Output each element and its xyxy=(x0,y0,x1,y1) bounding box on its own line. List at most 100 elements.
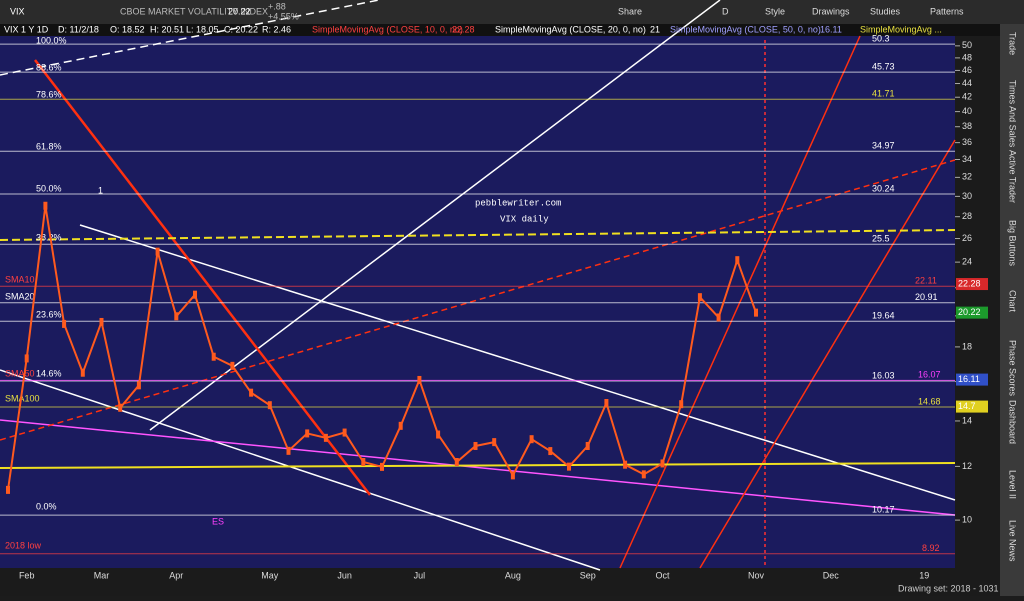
y-tick-label: 36 xyxy=(962,137,972,147)
price-tag xyxy=(956,306,988,319)
annotation: SMA50 xyxy=(5,368,35,378)
y-tick-label: 48 xyxy=(962,52,972,62)
header-item: D: 11/2/18 xyxy=(58,24,99,34)
candle xyxy=(361,457,366,466)
candle xyxy=(604,398,609,407)
side-tab[interactable]: Trade xyxy=(1008,32,1018,55)
candle xyxy=(43,201,48,210)
change-pct: +4.55% xyxy=(268,11,299,21)
x-tick-label: Apr xyxy=(169,570,183,580)
annotation: VIX daily xyxy=(500,214,549,224)
side-tab[interactable]: Live News xyxy=(1008,520,1018,562)
candle xyxy=(529,435,534,444)
side-tab[interactable]: Phase Scores xyxy=(1008,340,1018,397)
symbol[interactable]: VIX xyxy=(10,6,25,16)
level-label: 14.68 xyxy=(918,396,941,406)
toolbar-button[interactable]: Drawings xyxy=(812,6,850,16)
level-label: 30.24 xyxy=(872,183,895,193)
side-tab[interactable]: Level II xyxy=(1008,470,1018,499)
candle xyxy=(267,401,272,410)
toolbar-button[interactable]: Style xyxy=(765,6,785,16)
header-item: 21 xyxy=(650,24,660,34)
level-label: 20.91 xyxy=(915,292,938,302)
candle xyxy=(585,441,590,450)
candle xyxy=(641,470,646,479)
annotation: SMA20 xyxy=(5,291,35,301)
candle xyxy=(249,388,254,397)
side-tab[interactable]: Dashboard xyxy=(1008,400,1018,444)
header-item: 16.11 xyxy=(820,24,842,34)
level-label: 25.5 xyxy=(872,234,890,244)
candle xyxy=(473,441,478,450)
y-tick-label: 38 xyxy=(962,121,972,131)
candle xyxy=(286,446,291,455)
fib-label: 0.0% xyxy=(36,501,57,511)
header-item: H: 20.51 xyxy=(150,24,184,34)
candle xyxy=(398,421,403,430)
y-tick-label: 18 xyxy=(962,341,972,351)
x-tick-label: Aug xyxy=(505,570,521,580)
candle xyxy=(567,462,571,471)
y-tick-label: 34 xyxy=(962,154,972,164)
y-tick-label: 40 xyxy=(962,106,972,116)
y-tick-label: 46 xyxy=(962,65,972,75)
candle xyxy=(24,354,29,363)
price-tag-label: 20.22 xyxy=(958,307,981,317)
candle xyxy=(118,403,123,412)
y-tick-label: 24 xyxy=(962,257,972,267)
candle xyxy=(660,459,665,468)
toolbar-button[interactable]: Share xyxy=(618,6,642,16)
candle xyxy=(211,352,216,361)
y-tick-label: 50 xyxy=(962,40,972,50)
annotation: 2018 low xyxy=(5,540,42,550)
candle xyxy=(735,256,740,265)
candle xyxy=(623,460,628,469)
plot-area xyxy=(0,36,955,568)
annotation: pebblewriter.com xyxy=(475,198,561,208)
level-label: 19.64 xyxy=(872,311,895,321)
level-label: 45.73 xyxy=(872,62,895,72)
side-tab[interactable]: Times And Sales xyxy=(1008,80,1018,148)
candle xyxy=(155,247,160,256)
price-tag xyxy=(956,400,988,413)
fib-label: 61.8% xyxy=(36,141,62,151)
candle xyxy=(62,319,67,328)
candle xyxy=(380,462,384,471)
candle xyxy=(6,485,10,494)
header-item: O: 18.52 xyxy=(110,24,145,34)
header-item: VIX 1 Y 1D xyxy=(4,24,49,34)
level-label: 16.07 xyxy=(918,370,941,380)
x-tick-label: Nov xyxy=(748,570,765,580)
side-tab[interactable]: Big Buttons xyxy=(1008,220,1018,267)
price-tag-label: 22.28 xyxy=(958,278,981,288)
x-tick-label: Dec xyxy=(823,570,840,580)
candle xyxy=(716,313,721,322)
candle xyxy=(548,447,553,456)
toolbar-button[interactable]: Patterns xyxy=(930,6,964,16)
y-tick-label: 30 xyxy=(962,191,972,201)
side-panel xyxy=(1000,24,1024,596)
side-tab[interactable]: Active Trader xyxy=(1008,150,1018,203)
header-bar xyxy=(0,24,1000,36)
side-tab[interactable]: Chart xyxy=(1008,290,1018,313)
toolbar-button[interactable]: D xyxy=(722,6,729,16)
y-tick-label: 26 xyxy=(962,233,972,243)
level-label: 16.03 xyxy=(872,370,895,380)
description: CBOE MARKET VOLATILITY INDEX xyxy=(120,6,268,16)
price-tag xyxy=(956,373,988,386)
header-item: R: 2.46 xyxy=(262,24,291,34)
x-tick-label: Mar xyxy=(94,570,110,580)
candle xyxy=(136,381,141,390)
y-tick-label: 10 xyxy=(962,514,972,524)
candle xyxy=(99,317,104,326)
y-tick-label: 14 xyxy=(962,415,972,425)
x-axis xyxy=(0,568,1000,596)
header-item: SimpleMovingAvg ... xyxy=(860,24,942,34)
y-axis xyxy=(955,36,1000,568)
toolbar-button[interactable]: Studies xyxy=(870,6,901,16)
candle xyxy=(492,438,497,447)
fib-label: 50.0% xyxy=(36,183,62,193)
annotation: SMA100 xyxy=(5,393,40,403)
price-tag-label: 16.11 xyxy=(958,374,980,384)
